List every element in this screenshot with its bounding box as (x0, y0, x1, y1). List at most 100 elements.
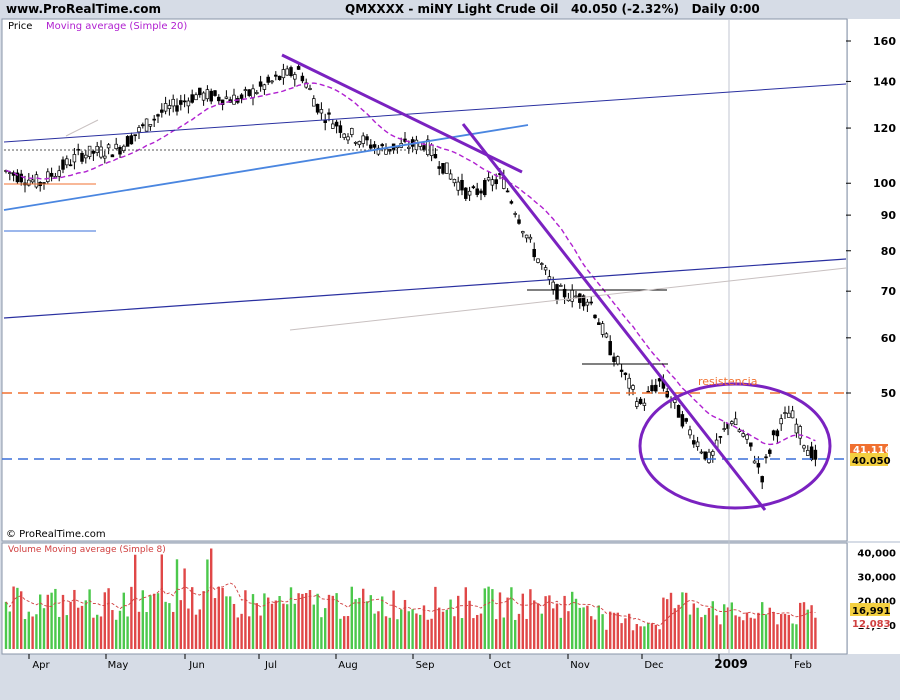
candle-body (597, 322, 601, 325)
volume-bar (69, 601, 72, 649)
volume-bar (559, 617, 562, 649)
candle-body (57, 170, 61, 177)
candle-body (84, 154, 88, 159)
candle-body (619, 369, 624, 372)
volume-bar (115, 619, 118, 649)
volume-bar (544, 596, 547, 649)
volume-bar (495, 619, 498, 649)
volume-bar (685, 592, 688, 649)
candle-body (220, 99, 225, 105)
candle-body (331, 123, 335, 129)
volume-bar (521, 593, 524, 649)
candle-body (133, 134, 137, 137)
volume-bar (514, 619, 517, 649)
candle-body (19, 173, 23, 183)
candle-body (72, 154, 77, 163)
volume-axis[interactable] (848, 543, 900, 654)
volume-bar (392, 590, 395, 649)
volume-bar (251, 594, 255, 649)
candle-body (308, 88, 312, 90)
volume-bar (137, 611, 141, 649)
candle-body (604, 333, 609, 338)
purple-downtrend-upper (281, 53, 523, 174)
volume-bar (194, 614, 198, 649)
volume-bar (590, 616, 593, 649)
candle-body (224, 96, 229, 99)
volume-bar (571, 591, 574, 649)
volume-bar (65, 615, 68, 649)
volume-bar (787, 614, 790, 649)
period-label: Daily 0:00 (691, 2, 760, 16)
volume-bar (354, 599, 357, 649)
candle-body (517, 219, 521, 224)
price-marks (4, 62, 818, 490)
volume-bar (96, 614, 99, 649)
volume-bar (141, 590, 144, 649)
candle-body (414, 139, 419, 150)
candle-body (536, 258, 540, 263)
candle-body (547, 276, 552, 280)
volume-bar (730, 602, 733, 649)
candle-body (293, 74, 297, 80)
volume-bar (601, 614, 604, 649)
candle-body (790, 410, 795, 419)
candle-body (680, 414, 685, 427)
candle-body (642, 402, 647, 406)
candle-body (300, 75, 305, 82)
site-url[interactable]: www.ProRealTime.com (6, 2, 161, 16)
volume-bar (16, 587, 19, 649)
price-panel[interactable] (1, 18, 848, 542)
volume-bar (635, 624, 638, 649)
price-tick-label: 100 (873, 177, 896, 190)
volume-bar (225, 596, 228, 649)
month-label: Dec (644, 660, 663, 671)
volume-bar (742, 620, 745, 649)
volume-badge (850, 603, 890, 616)
volume-bar (187, 608, 190, 649)
volume-bar (723, 604, 726, 649)
volume-bar (31, 616, 34, 649)
candle-body (125, 136, 130, 147)
volume-bar (639, 626, 642, 649)
volume-tick-label: 40,000 (857, 548, 896, 559)
candle-body (771, 430, 776, 436)
volume-bar (696, 607, 699, 649)
candle-body (749, 442, 753, 447)
volume-bar (99, 616, 103, 649)
candle-body (87, 145, 92, 157)
volume-bar (498, 592, 502, 649)
volume-bar (293, 603, 296, 649)
watermark: © ProRealTime.com (6, 529, 106, 540)
volume-bar (647, 623, 650, 649)
volume-bar (795, 624, 798, 649)
candle-body (684, 418, 688, 422)
volume-bar (403, 599, 407, 649)
volume-bar (270, 603, 274, 649)
candle-body (509, 201, 514, 204)
candle-body (27, 179, 31, 186)
volume-bar (666, 599, 669, 649)
candle-body (323, 119, 327, 123)
candle-body (741, 433, 745, 437)
volume-bar (510, 587, 513, 649)
volume-ma-badge-value: 12,083 (852, 619, 891, 630)
candle-body (730, 421, 734, 424)
volume-bar (772, 612, 775, 649)
candle-body (251, 88, 255, 99)
candle-body (8, 172, 12, 174)
volume-bar (582, 607, 585, 649)
volume-bar (445, 609, 448, 649)
volume-bar (35, 614, 38, 649)
month-label: Apr (32, 660, 50, 671)
candle-body (258, 81, 263, 87)
volume-bar (479, 613, 483, 649)
candle-body (543, 267, 548, 271)
volume-panel-label: Volume Moving average (Simple 8) (8, 545, 166, 555)
volume-bar (369, 595, 372, 649)
candle-body (467, 190, 472, 196)
volume-bar (464, 587, 467, 649)
last-price-change: 40.050 (-2.32%) (570, 2, 680, 16)
candle-body (612, 356, 616, 362)
candle-body (570, 289, 574, 302)
